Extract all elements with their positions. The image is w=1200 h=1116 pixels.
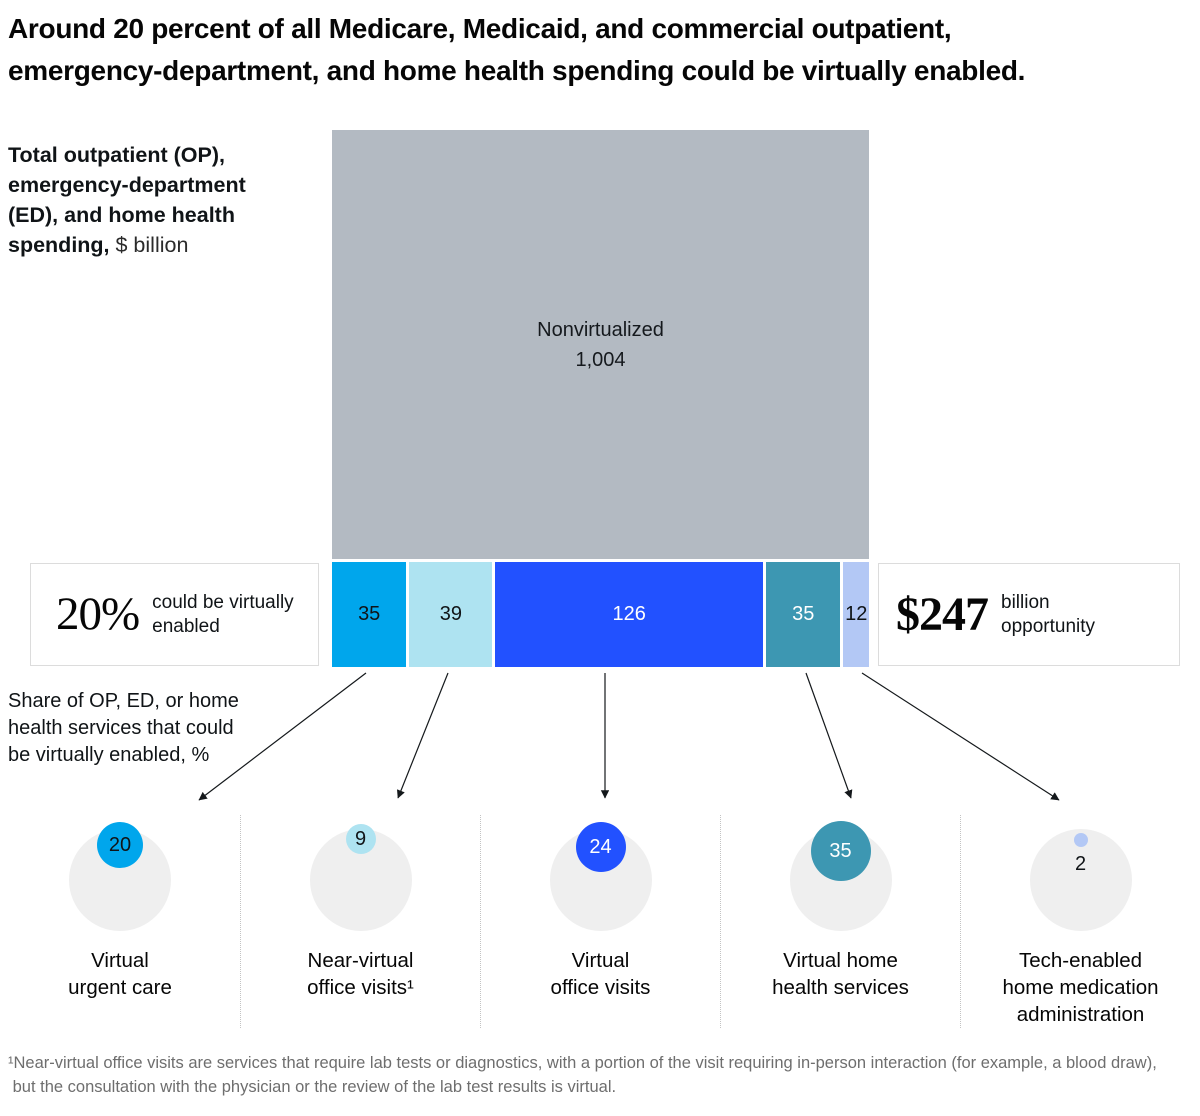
- percent-callout: 20% could be virtually enabled: [30, 563, 319, 666]
- opportunity-callout-caption: billion opportunity: [1001, 591, 1096, 637]
- bar-segment-tech-enabled-home-medication: 12: [843, 562, 869, 667]
- category-circle: 24: [549, 822, 652, 931]
- share-axis-label: Share of OP, ED, or home health services…: [8, 690, 239, 766]
- category-virtual-urgent-care: 20 Virtual urgent care: [0, 815, 240, 1028]
- opportunity-callout-value: $247: [896, 587, 989, 641]
- share-bubble-dot: [1073, 833, 1088, 847]
- percent-callout-value: 20%: [56, 588, 140, 640]
- bar-segment-value: 35: [792, 603, 815, 625]
- bar-segment-value: 39: [439, 603, 462, 625]
- category-virtual-home-health: 35 Virtual home health services: [720, 815, 960, 1028]
- share-bubble-value: 20: [108, 833, 132, 856]
- category-near-virtual-office-visits: 9 Near-virtual office visits¹: [240, 815, 480, 1028]
- share-bubble-value: 35: [829, 839, 852, 862]
- bar-segment-near-virtual-office-visits: 39: [409, 562, 493, 667]
- opportunity-callout: $247 billion opportunity: [878, 563, 1180, 666]
- nonvirtualized-block: Nonvirtualized 1,004: [332, 130, 869, 559]
- category-tech-enabled-home-medication: 2 Tech-enabled home medication administr…: [960, 815, 1200, 1028]
- category-circles-row: 20 Virtual urgent care 9 Near-virtual of…: [0, 815, 1200, 1028]
- nonvirtualized-value: 1,004: [575, 348, 626, 371]
- bar-segment-value: 126: [612, 603, 646, 625]
- category-circle: 9: [309, 824, 412, 931]
- share-bubble-value: 9: [354, 827, 367, 850]
- category-virtual-office-visits: 24 Virtual office visits: [480, 815, 720, 1028]
- exhibit-title: Around 20 percent of all Medicare, Medic…: [8, 13, 1026, 86]
- arrow-near-virtual-office-visits: [396, 672, 449, 799]
- category-label: Virtual office visits: [550, 949, 651, 999]
- share-bubble: 9: [345, 824, 376, 854]
- bar-segment-virtual-office-visits: 126: [495, 562, 764, 667]
- share-bubble: 20: [97, 822, 143, 868]
- bar-segment-value: 35: [358, 603, 381, 625]
- spending-axis-label-unit: $ billion: [109, 233, 189, 257]
- category-label: Tech-enabled home medication administrat…: [1002, 949, 1159, 1026]
- share-bubble: 24: [575, 822, 626, 872]
- category-label: Near-virtual office visits¹: [307, 949, 414, 999]
- arrow-tech-enabled-home-medication: [861, 672, 1060, 801]
- spending-axis-label-bold: Total outpatient (OP), emergency-departm…: [8, 143, 246, 257]
- category-label: Virtual urgent care: [68, 949, 172, 999]
- virtual-spending-bar: 35 39 126 35 12: [332, 562, 869, 667]
- category-circle: 20: [69, 822, 171, 931]
- bar-segment-virtual-urgent-care: 35: [332, 562, 407, 667]
- category-circle: 35: [789, 821, 892, 931]
- share-bubble-value: 2: [1074, 853, 1087, 875]
- percent-callout-caption: could be virtually enabled: [152, 591, 294, 637]
- share-bubble-value: 24: [589, 835, 612, 858]
- footnote: ¹Near-virtual office visits are services…: [8, 1054, 1157, 1096]
- category-label: Virtual home health services: [772, 949, 909, 999]
- spending-axis-label: Total outpatient (OP), emergency-departm…: [8, 140, 338, 260]
- category-circle: 2: [1029, 829, 1132, 931]
- share-bubble: 35: [810, 821, 871, 881]
- bar-segment-virtual-home-health: 35: [766, 562, 841, 667]
- bar-segment-value: 12: [845, 603, 868, 625]
- arrow-virtual-home-health: [805, 672, 853, 799]
- nonvirtualized-label: Nonvirtualized: [537, 318, 664, 341]
